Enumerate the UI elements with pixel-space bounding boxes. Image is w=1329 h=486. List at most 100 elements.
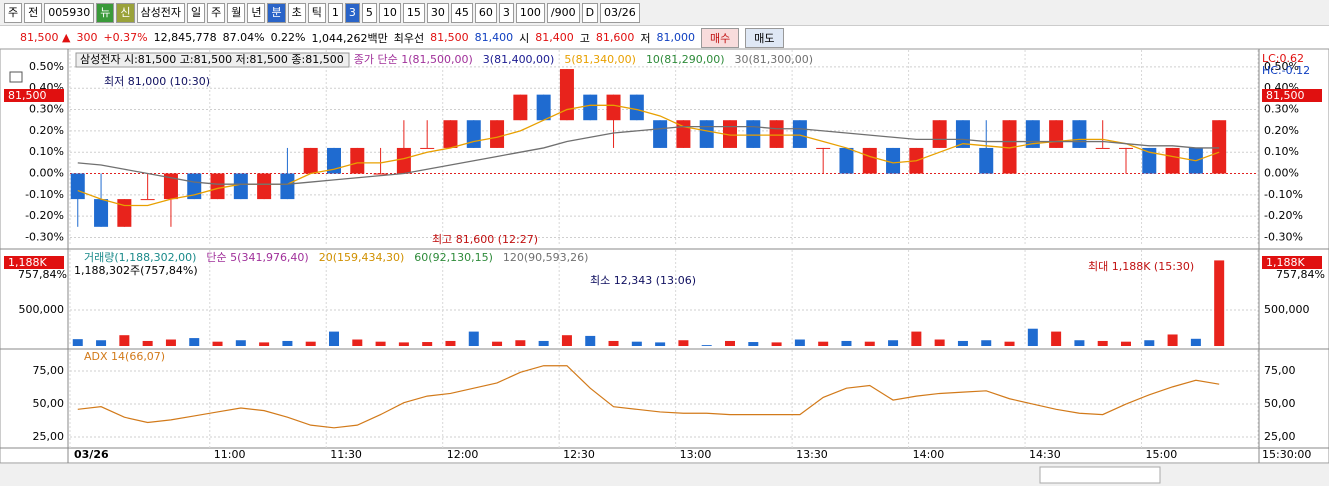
- volume-bar: [888, 340, 899, 346]
- volume-bar: [678, 340, 689, 346]
- toolbar-button[interactable]: 주: [4, 2, 23, 23]
- y-tick-label: 0.20%: [1264, 124, 1299, 137]
- toolbar-button[interactable]: D: [581, 2, 599, 23]
- price-badge-text: 81,500: [1266, 89, 1305, 102]
- order-button[interactable]: 매도: [745, 27, 784, 48]
- volume-bar: [212, 341, 223, 346]
- candle-body: [862, 147, 877, 174]
- volume-bar: [1097, 340, 1108, 346]
- toolbar: 주 전 005930 뉴 신 삼성전자 일 주 월 년 분 초 틱 1 3 5 10 15 30 45 60 3 100/9…: [0, 0, 1329, 26]
- volume-badge-text: 1,188K: [8, 256, 47, 269]
- quote-field: 시: [519, 31, 530, 45]
- candle-body: [466, 120, 481, 148]
- toolbar-button[interactable]: 005930: [44, 2, 95, 23]
- y-tick-label: -0.20%: [1264, 209, 1303, 222]
- candle-body: [187, 173, 202, 200]
- candle-body: [420, 147, 435, 149]
- toolbar-button[interactable]: 월: [227, 2, 246, 23]
- candle-body: [746, 120, 761, 148]
- quote-field: 81,500 ▲: [20, 31, 71, 44]
- toolbar-button[interactable]: 1: [327, 2, 343, 23]
- volume-bar: [794, 339, 805, 346]
- quote-field: 81,000: [656, 31, 696, 44]
- toolbar-button[interactable]: 45: [450, 2, 473, 23]
- toolbar-button[interactable]: 60: [474, 2, 497, 23]
- x-tick-label: 03/26: [74, 448, 109, 461]
- toolbar-button[interactable]: 년: [247, 2, 266, 23]
- y-tick-label: 500,000: [1264, 303, 1310, 316]
- candle-body: [1142, 147, 1157, 174]
- order-button[interactable]: 매수: [701, 27, 740, 48]
- scrollbar[interactable]: [0, 464, 1329, 486]
- candle-body: [769, 120, 784, 148]
- candle-body: [257, 173, 272, 200]
- candle-body: [70, 173, 85, 200]
- volume-bar: [818, 341, 829, 346]
- candle-body: [653, 120, 668, 148]
- candle-body: [1095, 147, 1110, 149]
- annotation: 최소 12,343 (13:06): [590, 274, 696, 287]
- toolbar-button[interactable]: 5: [361, 2, 377, 23]
- candle-body: [350, 147, 365, 174]
- quote-field: 87.04%: [222, 31, 265, 44]
- volume-bar: [701, 345, 712, 346]
- toolbar-button[interactable]: 삼성전자: [136, 2, 185, 23]
- toolbar-button[interactable]: 10: [378, 2, 401, 23]
- candle-body: [699, 120, 714, 148]
- toolbar-button[interactable]: 100: [515, 2, 545, 23]
- y-tick-label: 0.50%: [29, 60, 64, 73]
- zoom-slider[interactable]: [1039, 466, 1161, 484]
- candle-body: [792, 120, 807, 148]
- volume-bar: [515, 340, 526, 346]
- toolbar-button[interactable]: 신: [116, 2, 135, 23]
- volume-bar: [468, 331, 479, 346]
- volume-bar: [1027, 328, 1038, 346]
- y-tick-label: 0.00%: [1264, 167, 1299, 180]
- candle-body: [1212, 120, 1227, 174]
- toolbar-button[interactable]: 03/26: [600, 2, 640, 23]
- x-tick-label: 12:30: [563, 448, 595, 461]
- toolbar-button[interactable]: 틱: [307, 2, 326, 23]
- legend-entry: 단순 5(341,976,40): [206, 251, 308, 264]
- toolbar-button[interactable]: 초: [287, 2, 306, 23]
- legend-entry: 삼성전자 시:81,500 고:81,500 저:81,500 종:81,500: [80, 53, 344, 66]
- toolbar-button[interactable]: /900: [546, 2, 580, 23]
- x-tick-label: 14:30: [1029, 448, 1061, 461]
- volume-bar: [119, 335, 130, 346]
- toolbar-button[interactable]: 15: [402, 2, 425, 23]
- volume-bar: [96, 340, 107, 346]
- x-tick-label: 13:30: [796, 448, 828, 461]
- toolbar-button[interactable]: 30: [426, 2, 449, 23]
- annotation: 최대 1,188K (15:30): [1088, 260, 1194, 273]
- x-tick-label: 14:00: [913, 448, 945, 461]
- toolbar-button[interactable]: 3: [344, 2, 360, 23]
- volume-bar: [352, 339, 363, 346]
- candle-body: [1165, 147, 1180, 174]
- y-tick-label: 0.50%: [1264, 60, 1299, 73]
- volume-bar: [305, 341, 316, 346]
- toolbar-button[interactable]: 뉴: [96, 2, 115, 23]
- y-tick-label: 75,00: [1264, 364, 1296, 377]
- price-badge-text: 81,500: [8, 89, 47, 102]
- volume-bar: [585, 335, 596, 346]
- lc-label: LC:0.62: [1262, 52, 1304, 65]
- candle-body: [373, 173, 388, 175]
- volume-bar: [235, 340, 246, 346]
- toolbar-button[interactable]: 전: [24, 2, 43, 23]
- candle-body: [1049, 120, 1064, 148]
- volume-bar: [1190, 338, 1201, 346]
- icon[interactable]: [9, 71, 23, 83]
- toolbar-button[interactable]: 분: [267, 2, 286, 23]
- legend-entry: 3(81,400,00): [483, 53, 555, 66]
- toolbar-button[interactable]: 일: [186, 2, 206, 23]
- toolbar-button[interactable]: 3: [498, 2, 514, 23]
- volume-bar: [445, 340, 456, 346]
- y-tick-label: -0.30%: [25, 230, 64, 243]
- toolbar-button[interactable]: 주: [207, 2, 226, 23]
- volume-bar: [841, 340, 852, 346]
- legend-entry: 20(159,434,30): [319, 251, 405, 264]
- candle-body: [606, 94, 621, 121]
- candle-body: [94, 199, 109, 227]
- candle-body: [280, 173, 295, 200]
